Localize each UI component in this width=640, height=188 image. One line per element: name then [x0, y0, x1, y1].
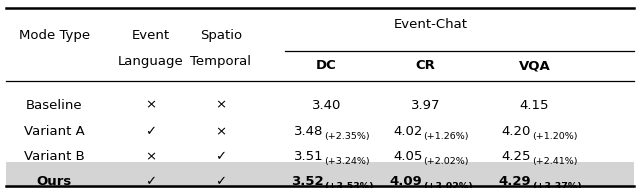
- Text: Spatio: Spatio: [200, 30, 242, 42]
- Text: Language: Language: [118, 55, 183, 68]
- Text: 4.02: 4.02: [393, 125, 422, 138]
- Text: (+3.24%): (+3.24%): [324, 157, 369, 166]
- Text: (+3.37%): (+3.37%): [532, 182, 582, 188]
- Text: 4.05: 4.05: [393, 150, 422, 164]
- Text: Baseline: Baseline: [26, 99, 83, 112]
- Text: 3.97: 3.97: [411, 99, 440, 112]
- Text: 4.15: 4.15: [520, 99, 549, 112]
- Text: 3.48: 3.48: [294, 125, 323, 138]
- Text: VQA: VQA: [518, 59, 550, 72]
- Text: (+1.26%): (+1.26%): [423, 132, 468, 141]
- Text: Ours: Ours: [36, 175, 72, 188]
- Text: ×: ×: [145, 150, 156, 164]
- Text: Variant B: Variant B: [24, 150, 84, 164]
- Text: Temporal: Temporal: [190, 55, 252, 68]
- Text: (+1.20%): (+1.20%): [532, 132, 577, 141]
- Text: CR: CR: [415, 59, 436, 72]
- Text: 3.40: 3.40: [312, 99, 341, 112]
- Text: (+2.41%): (+2.41%): [532, 157, 577, 166]
- Text: 3.52: 3.52: [291, 175, 323, 188]
- Text: ×: ×: [145, 99, 156, 112]
- Text: Variant A: Variant A: [24, 125, 84, 138]
- Text: 4.09: 4.09: [390, 175, 422, 188]
- Text: ✓: ✓: [145, 125, 156, 138]
- Text: ×: ×: [215, 125, 227, 138]
- Text: 3.51: 3.51: [294, 150, 323, 164]
- Text: Event: Event: [131, 30, 170, 42]
- Text: Mode Type: Mode Type: [19, 30, 90, 42]
- Text: 4.20: 4.20: [502, 125, 531, 138]
- Text: DC: DC: [316, 59, 337, 72]
- Text: 4.25: 4.25: [502, 150, 531, 164]
- Text: ✓: ✓: [215, 175, 227, 188]
- Text: ×: ×: [215, 99, 227, 112]
- Text: (+3.53%): (+3.53%): [324, 182, 374, 188]
- Bar: [6, 162, 634, 188]
- Text: ✓: ✓: [145, 175, 156, 188]
- Text: 4.29: 4.29: [499, 175, 531, 188]
- Text: ✓: ✓: [215, 150, 227, 164]
- Text: (+2.35%): (+2.35%): [324, 132, 369, 141]
- Text: Event-Chat: Event-Chat: [394, 18, 467, 31]
- Text: (+2.02%): (+2.02%): [423, 157, 468, 166]
- Text: (+3.02%): (+3.02%): [423, 182, 473, 188]
